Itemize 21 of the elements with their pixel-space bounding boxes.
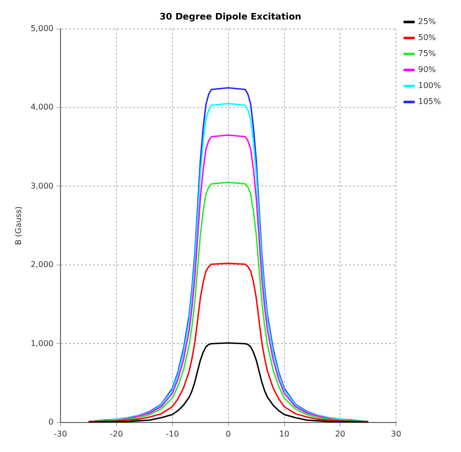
legend-label: 75% xyxy=(418,49,436,58)
y-tick-label: 4,000 xyxy=(30,102,54,112)
x-tick-label: -10 xyxy=(166,429,179,438)
legend-label: 100% xyxy=(418,81,442,90)
x-tick-label: 30 xyxy=(391,429,402,438)
y-tick-label: 0 xyxy=(48,417,54,426)
legend-label: 25% xyxy=(418,17,436,26)
x-tick-label: 20 xyxy=(335,429,346,438)
x-tick-label: -20 xyxy=(110,429,123,438)
y-tick-label: 2,000 xyxy=(30,260,54,270)
chart-title: 30 Degree Dipole Excitation xyxy=(160,12,302,23)
legend-label: 50% xyxy=(418,33,436,42)
y-tick-label: 3,000 xyxy=(30,181,54,190)
legend-label: 105% xyxy=(418,97,442,106)
x-tick-label: 10 xyxy=(279,429,290,438)
x-tick-label: -30 xyxy=(54,429,68,438)
y-tick-label: 1,000 xyxy=(30,338,54,348)
y-axis-title: B (Gauss) xyxy=(14,206,23,245)
y-tick-label: 5,000 xyxy=(30,24,54,33)
x-tick-label: 0 xyxy=(226,429,231,438)
legend-label: 90% xyxy=(418,65,436,74)
